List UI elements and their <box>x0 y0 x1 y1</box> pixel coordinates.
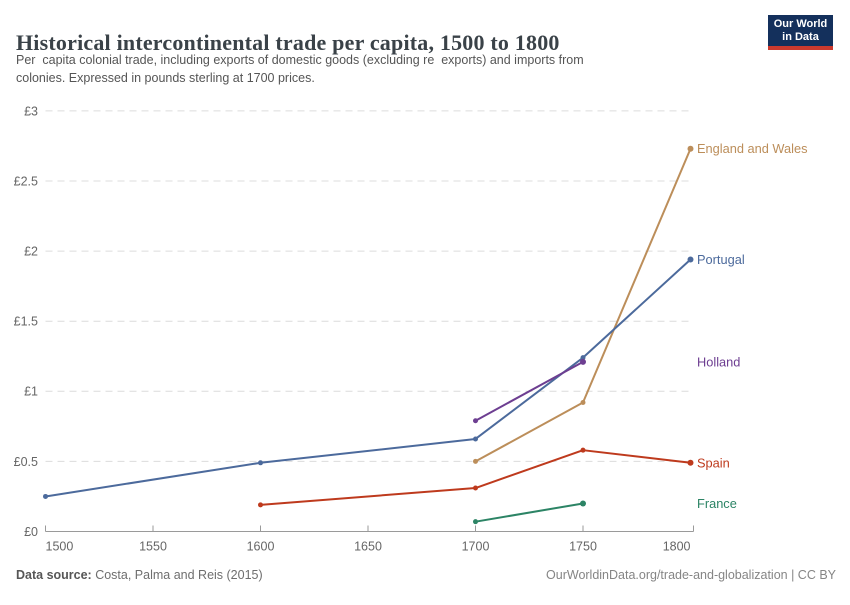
data-point-france <box>473 519 478 525</box>
data-point-portugal <box>580 355 586 361</box>
y-axis-tick-label: £0 <box>24 525 38 539</box>
series-label-spain[interactable]: Spain <box>697 455 730 470</box>
data-point-portugal <box>687 256 694 263</box>
x-axis-tick-label: 1550 <box>139 540 167 554</box>
data-point-spain <box>687 459 694 466</box>
owid-logo-line1: Our World <box>773 17 828 30</box>
series-line-holland[interactable] <box>474 360 584 422</box>
owid-logo-line2: in Data <box>782 30 819 43</box>
owid-logo-red-bar <box>768 46 833 50</box>
data-point-holland <box>580 358 586 365</box>
owid-logo[interactable]: Our World in Data <box>768 15 833 50</box>
data-source-value: Costa, Palma and Reis (2015) <box>91 568 263 582</box>
series-label-holland[interactable]: Holland <box>697 354 740 369</box>
data-point-spain <box>473 485 478 491</box>
x-axis-tick-label: 1800 <box>663 540 691 554</box>
page-subtitle: Per capita colonial trade, including exp… <box>16 53 584 85</box>
data-source-label: Data source: <box>16 568 92 582</box>
y-axis-tick-label: £1 <box>24 385 38 399</box>
owid-logo-text: Our World in Data <box>768 15 833 46</box>
y-axis-tick-label: £2 <box>24 244 38 258</box>
series-label-portugal[interactable]: Portugal <box>697 252 745 267</box>
y-axis-tick-label: £1.5 <box>14 315 38 329</box>
data-point-holland <box>473 418 478 424</box>
data-point-france <box>580 500 586 507</box>
series-label-england-and-wales[interactable]: England and Wales <box>697 141 808 156</box>
data-point-portugal <box>258 460 263 466</box>
x-axis-tick-label: 1650 <box>354 540 382 554</box>
data-point-england-and-wales <box>580 400 586 406</box>
x-axis-tick-label: 1600 <box>247 540 275 554</box>
y-axis-tick-label: £0.5 <box>14 455 38 469</box>
series-line-france[interactable] <box>474 502 584 523</box>
series-line-spain[interactable] <box>259 449 692 506</box>
x-axis-tick-label: 1500 <box>46 540 74 554</box>
page-title: Historical intercontinental trade per ca… <box>16 29 560 55</box>
y-axis-tick-label: £3 <box>24 104 38 118</box>
y-axis-tick-label: £2.5 <box>14 174 38 188</box>
data-point-england-and-wales <box>687 145 694 152</box>
footer: Data source: Costa, Palma and Reis (2015… <box>16 568 836 588</box>
data-point-spain <box>580 447 586 453</box>
x-axis-tick-label: 1750 <box>569 540 597 554</box>
data-point-spain <box>258 502 263 508</box>
series-label-france[interactable]: France <box>697 496 737 511</box>
data-source: Data source: Costa, Palma and Reis (2015… <box>16 568 263 588</box>
x-axis-tick-label: 1700 <box>462 540 490 554</box>
data-point-portugal <box>473 436 478 442</box>
data-point-portugal <box>43 493 48 499</box>
attribution-link[interactable]: OurWorldinData.org/trade-and-globalizati… <box>546 568 836 582</box>
data-point-england-and-wales <box>473 458 478 464</box>
